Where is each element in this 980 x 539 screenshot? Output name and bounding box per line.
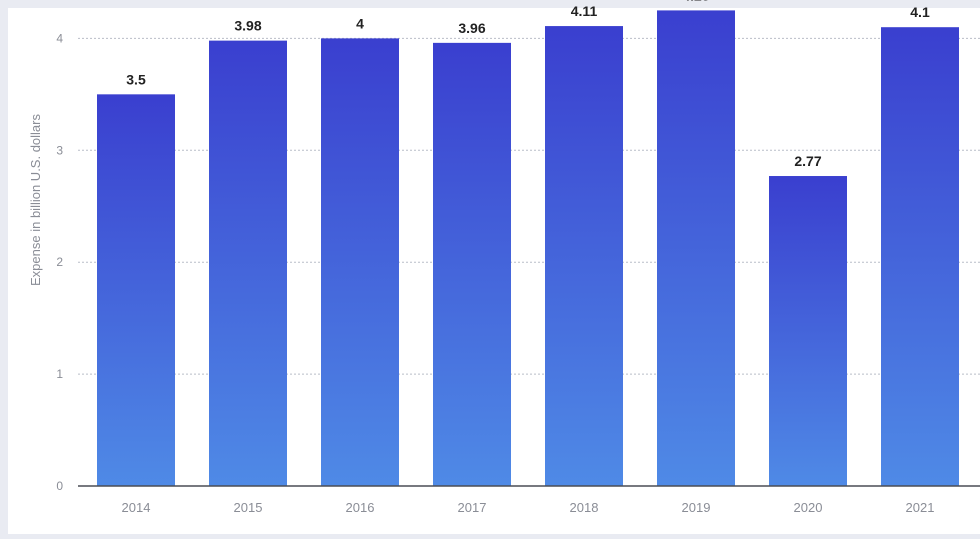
y-tick-label: 4: [56, 31, 63, 45]
data-label-2017: 3.96: [458, 20, 485, 36]
y-tick-label: 1: [56, 367, 63, 381]
y-axis-ticks: 0 1 2 3 4: [56, 31, 63, 493]
y-axis-label: Expense in billion U.S. dollars: [28, 114, 43, 286]
y-tick-label: 2: [56, 255, 63, 269]
data-label-2014: 3.5: [126, 71, 146, 87]
x-tick-label-2015: 2015: [234, 500, 263, 515]
data-label-2015: 3.98: [234, 18, 261, 34]
data-labels: 3.5 3.98 4 3.96 4.11 4.25 2.77 4.1: [126, 0, 930, 169]
bar-2020: [769, 176, 847, 486]
y-tick-label: 0: [56, 479, 63, 493]
bar-2017: [433, 42, 511, 486]
bar-2018: [545, 26, 623, 486]
bar-2019: [657, 10, 735, 487]
bar-2014: [97, 94, 175, 486]
x-tick-label-2018: 2018: [570, 500, 599, 515]
data-label-2019: 4.25: [682, 0, 709, 3]
x-tick-label-2021: 2021: [906, 500, 935, 515]
x-tick-label-2020: 2020: [794, 500, 823, 515]
bar-2015: [209, 40, 287, 486]
y-tick-label: 3: [56, 143, 63, 157]
data-label-2016: 4: [356, 15, 364, 31]
x-tick-label-2019: 2019: [682, 500, 711, 515]
bars: [97, 10, 959, 487]
bar-2016: [321, 38, 399, 486]
data-label-2018: 4.11: [571, 3, 598, 19]
x-tick-label-2016: 2016: [346, 500, 375, 515]
data-label-2021: 4.1: [910, 4, 930, 20]
x-tick-label-2017: 2017: [458, 500, 487, 515]
x-axis-ticks: 2014 2015 2016 2017 2018 2019 2020 2021: [122, 500, 935, 515]
x-tick-label-2014: 2014: [122, 500, 151, 515]
bar-2021: [881, 27, 959, 486]
data-label-2020: 2.77: [794, 153, 821, 169]
